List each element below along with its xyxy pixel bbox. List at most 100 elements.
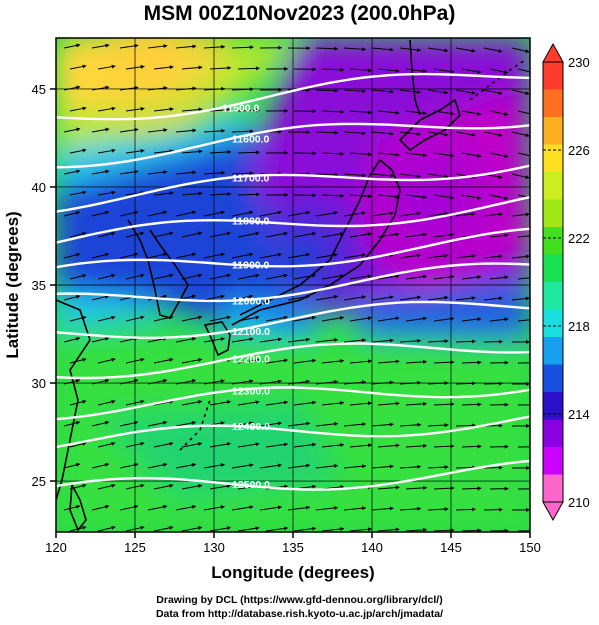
x-tick-label: 145 [440,540,462,555]
wind-arrow [209,442,232,448]
colorbar-bottom-triangle [542,501,564,522]
wind-arrow [209,191,232,196]
height-contour [56,196,530,244]
wind-arrow [175,170,197,175]
wind-arrow [315,88,339,93]
wind-arrow [209,400,232,406]
wind-arrow [371,89,394,94]
wind-arrow [455,339,476,344]
wind-arrow [181,273,203,280]
wind-arrow [97,525,116,532]
wind-arrow [455,465,476,470]
contour-label: 12200.0 [232,353,270,365]
wind-arrow [119,462,139,469]
wind-arrow [153,107,174,112]
wind-arrow [371,131,394,136]
wind-arrow [147,378,168,385]
wind-arrow [69,357,87,364]
y-axis: 25 30 35 40 45 [32,82,56,489]
graticule [56,38,530,532]
wind-arrow [259,379,282,385]
wind-arrow [399,253,422,259]
wind-arrow [377,110,400,115]
wind-arrow [181,525,203,532]
wind-arrow [231,379,254,385]
height-contour [56,342,530,380]
wind-arrow [321,231,345,238]
wind-arrow [125,106,145,112]
height-contour [56,386,530,421]
wind-arrow [125,315,145,322]
wind-arrow [427,465,449,470]
wind-arrow [231,210,254,217]
wind-arrow [371,422,394,427]
wind-arrow [321,443,345,448]
x-tick-label: 140 [361,540,383,555]
wind-arrow [63,336,81,343]
y-tick-label: 25 [32,474,46,489]
wind-arrow [371,211,394,217]
wind-arrow [427,381,449,386]
wind-arrow [349,443,373,448]
wind-arrow [461,444,482,449]
wind-arrow [91,336,110,343]
wind-arrow [315,421,339,427]
wind-arrow [343,464,367,469]
wind-arrow [97,231,116,238]
wind-arrow [147,504,168,511]
wind-arrow [349,316,372,322]
wind-arrow [203,337,225,343]
wind-arrow [209,315,231,322]
wind-arrow [265,231,288,238]
wind-arrow [455,254,476,259]
wind-arrow [349,152,373,157]
wind-arrow [315,130,339,135]
wind-arrow [91,378,110,385]
wind-arrow [405,527,428,532]
colorbar-tick-label: 226 [568,143,590,158]
wind-arrow [371,506,394,511]
wind-arrow [427,173,449,179]
wind-arrow [153,525,174,532]
wind-arrow [405,232,427,238]
wind-arrow [153,65,174,70]
wind-arrow [461,110,482,116]
wind-arrow [489,317,509,322]
wind-arrow [97,399,116,406]
wind-arrow [517,152,530,157]
wind-arrow [343,422,367,427]
wind-arrow [461,486,482,491]
wind-arrow [237,442,260,448]
wind-arrow [489,233,509,238]
wind-arrow [427,423,449,428]
china-coast [56,299,91,501]
wind-arrow [399,47,422,53]
wind-arrow [349,274,372,280]
wind-arrow [231,129,254,134]
wind-arrow [399,380,422,385]
colorbar-segment [543,337,563,365]
wind-arrow [399,89,422,95]
wind-arrow [461,68,482,74]
wind-arrow [517,277,530,280]
wind-arrow [511,254,530,259]
wind-arrow [125,148,145,154]
wind-arrow [433,402,455,407]
sakhalin-coast [409,39,421,116]
wind-arrow [343,338,367,343]
y-tick-label: 30 [32,376,46,391]
wind-arrow [461,275,482,280]
wind-arrow [97,357,116,364]
wind-arrow [483,131,503,137]
wind-arrow [349,359,373,364]
wind-arrow [209,107,232,112]
wind-arrow [181,357,203,364]
wind-arrow [377,401,400,406]
wind-arrow [399,464,422,469]
wind-arrow [511,131,530,138]
wind-arrow [483,212,503,217]
wind-arrow [147,210,168,217]
y-tick-label: 35 [32,278,46,293]
wind-arrow [293,231,317,238]
wind-arrow [231,505,254,511]
